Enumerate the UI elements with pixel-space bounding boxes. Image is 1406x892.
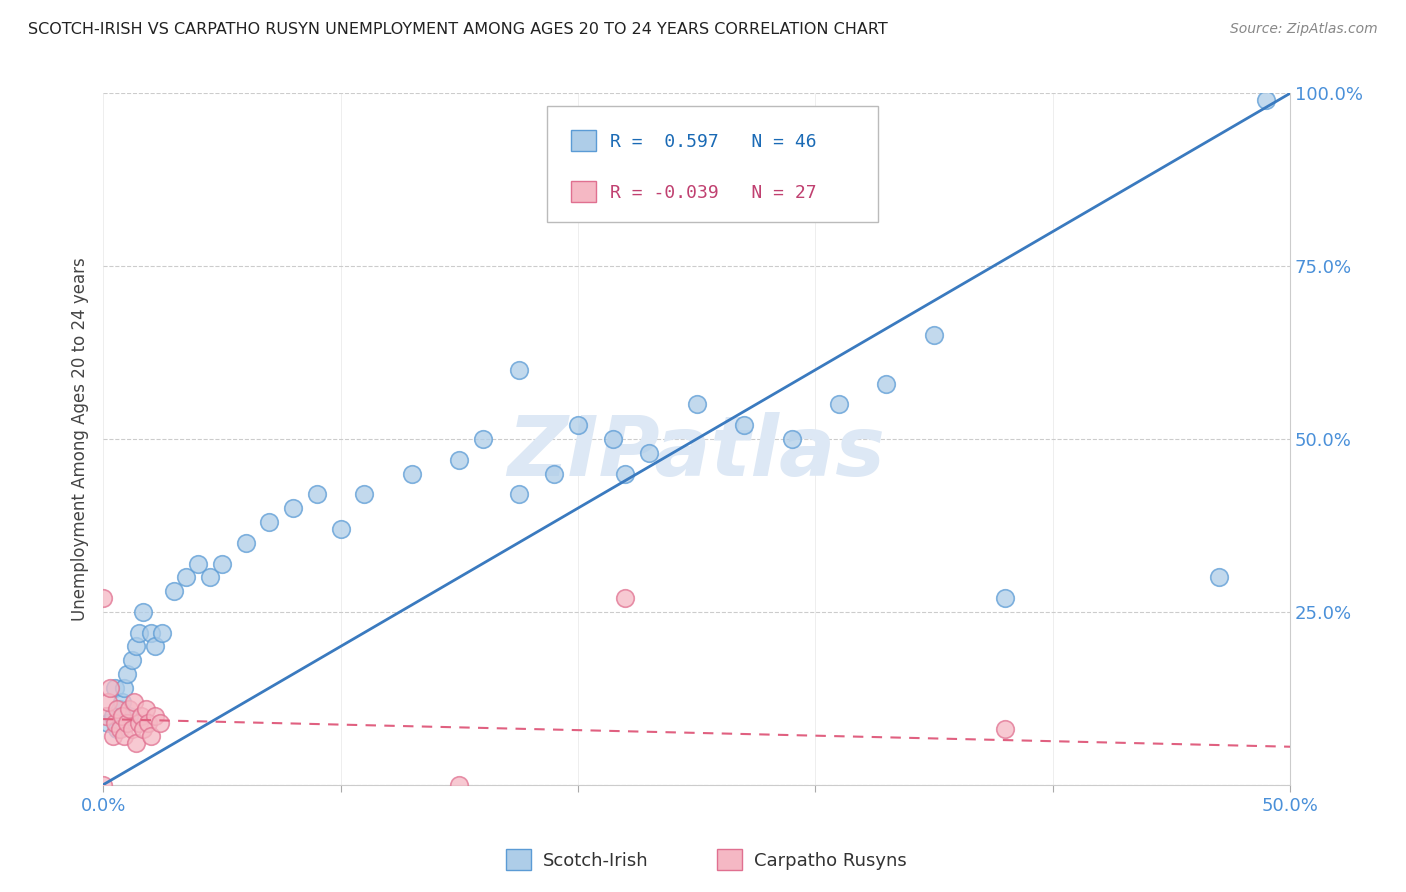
Point bbox=[198, 570, 221, 584]
Point bbox=[401, 467, 423, 481]
Point bbox=[114, 681, 136, 695]
Point bbox=[922, 328, 945, 343]
Point bbox=[329, 522, 352, 536]
Point bbox=[139, 625, 162, 640]
Point bbox=[125, 640, 148, 654]
Point bbox=[508, 363, 530, 377]
Point bbox=[121, 723, 143, 737]
Point bbox=[602, 432, 624, 446]
Point bbox=[128, 625, 150, 640]
Point bbox=[353, 487, 375, 501]
Point bbox=[111, 695, 134, 709]
Point bbox=[118, 702, 141, 716]
Point bbox=[97, 695, 120, 709]
Point bbox=[143, 708, 166, 723]
Point bbox=[136, 715, 159, 730]
Point bbox=[508, 487, 530, 501]
Point bbox=[149, 715, 172, 730]
Y-axis label: Unemployment Among Ages 20 to 24 years: Unemployment Among Ages 20 to 24 years bbox=[72, 257, 89, 621]
Point bbox=[94, 708, 117, 723]
Point bbox=[1208, 570, 1230, 584]
Point bbox=[125, 736, 148, 750]
Point bbox=[105, 723, 128, 737]
Point bbox=[875, 376, 897, 391]
Point bbox=[118, 708, 141, 723]
Point bbox=[104, 681, 127, 695]
Point bbox=[449, 778, 471, 792]
Point bbox=[471, 432, 494, 446]
Point bbox=[101, 730, 124, 744]
Text: ZIPatlas: ZIPatlas bbox=[508, 412, 886, 493]
Point bbox=[1256, 93, 1278, 107]
Point bbox=[614, 591, 637, 605]
Point bbox=[187, 557, 209, 571]
Point bbox=[108, 723, 131, 737]
Point bbox=[97, 715, 120, 730]
Point bbox=[780, 432, 803, 446]
Point bbox=[108, 702, 131, 716]
Text: R =  0.597   N = 46: R = 0.597 N = 46 bbox=[610, 133, 817, 151]
Point bbox=[132, 605, 155, 619]
Point bbox=[614, 467, 637, 481]
Point bbox=[163, 584, 186, 599]
Point bbox=[143, 640, 166, 654]
Point bbox=[91, 778, 114, 792]
Point bbox=[305, 487, 328, 501]
Point bbox=[98, 681, 121, 695]
Point bbox=[259, 515, 281, 529]
Point bbox=[994, 591, 1017, 605]
Text: SCOTCH-IRISH VS CARPATHO RUSYN UNEMPLOYMENT AMONG AGES 20 TO 24 YEARS CORRELATIO: SCOTCH-IRISH VS CARPATHO RUSYN UNEMPLOYM… bbox=[28, 22, 887, 37]
Point bbox=[281, 501, 304, 516]
Point bbox=[152, 625, 174, 640]
Point bbox=[685, 397, 707, 411]
Point bbox=[567, 418, 589, 433]
Point bbox=[111, 708, 134, 723]
Point bbox=[101, 708, 124, 723]
Text: R = -0.039   N = 27: R = -0.039 N = 27 bbox=[610, 184, 817, 202]
Point bbox=[115, 667, 138, 681]
Text: Source: ZipAtlas.com: Source: ZipAtlas.com bbox=[1230, 22, 1378, 37]
Point bbox=[129, 708, 152, 723]
Text: Scotch-Irish: Scotch-Irish bbox=[543, 852, 648, 870]
Point bbox=[104, 715, 127, 730]
Point bbox=[828, 397, 851, 411]
Text: Carpatho Rusyns: Carpatho Rusyns bbox=[754, 852, 907, 870]
Point bbox=[449, 452, 471, 467]
Point bbox=[174, 570, 197, 584]
Point bbox=[121, 653, 143, 667]
Point bbox=[139, 730, 162, 744]
Point bbox=[638, 446, 661, 460]
Point bbox=[132, 723, 155, 737]
Point bbox=[235, 535, 257, 549]
Point bbox=[114, 730, 136, 744]
Point bbox=[128, 715, 150, 730]
Point bbox=[211, 557, 233, 571]
Point bbox=[105, 702, 128, 716]
Point bbox=[543, 467, 565, 481]
Point bbox=[122, 695, 145, 709]
Point bbox=[91, 591, 114, 605]
Point bbox=[135, 702, 157, 716]
Point bbox=[994, 723, 1017, 737]
Point bbox=[733, 418, 755, 433]
Point bbox=[115, 715, 138, 730]
